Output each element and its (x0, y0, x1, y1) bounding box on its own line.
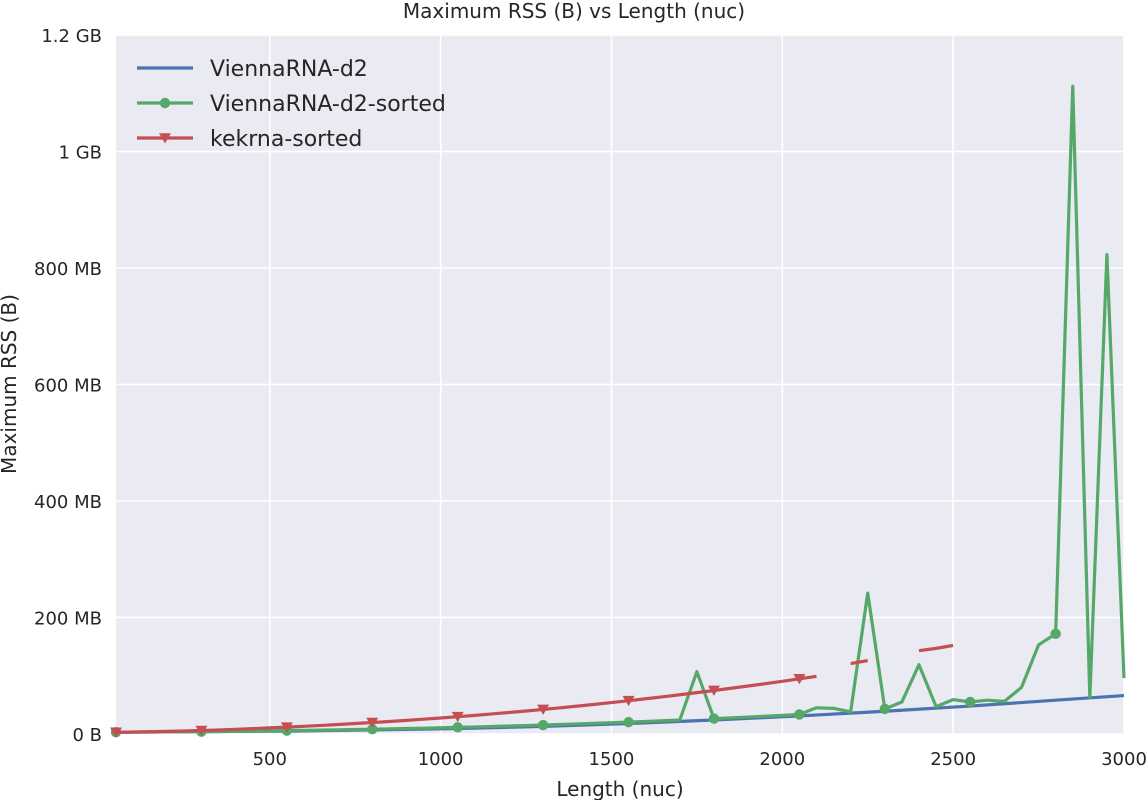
legend-marker (159, 133, 171, 144)
legend-label: ViennaRNA-d2 (210, 57, 368, 82)
data-point (623, 716, 634, 728)
x-axis-ticks: 500 1000 1500 2000 2500 3000 (253, 749, 1146, 770)
x-axis-label: Length (nuc) (556, 777, 683, 800)
data-point (707, 685, 720, 696)
series-line (115, 674, 817, 734)
data-point (195, 725, 208, 736)
x-tick-label: 500 (253, 749, 287, 770)
series-kekrna-sorted (110, 643, 954, 738)
legend-label: ViennaRNA-d2-sorted (210, 92, 446, 117)
data-point (280, 722, 293, 733)
legend-item: ViennaRNA-d2 (137, 57, 368, 82)
data-point (793, 674, 806, 685)
y-tick-label: 1.2 GB (41, 26, 102, 47)
legend: ViennaRNA-d2 ViennaRNA-d2-sorted kekrna-so… (137, 57, 446, 152)
x-tick-label: 2000 (759, 749, 805, 770)
data-point (708, 713, 720, 724)
y-tick-label: 600 MB (34, 376, 102, 397)
data-point (794, 709, 805, 720)
data-point (537, 704, 550, 715)
data-point (879, 703, 891, 715)
data-point (451, 711, 464, 723)
data-point (537, 719, 549, 731)
series-line (850, 659, 868, 666)
chart-title: Maximum RSS (B) vs Length (nuc) (403, 0, 745, 23)
data-point (367, 724, 378, 735)
data-point (1050, 628, 1061, 640)
y-tick-label: 800 MB (34, 259, 102, 280)
data-point (110, 727, 122, 738)
legend-item: ViennaRNA-d2-sorted (137, 92, 446, 117)
y-tick-label: 1 GB (59, 143, 102, 164)
y-axis-label: Maximum RSS (B) (0, 294, 21, 474)
data-point (452, 722, 463, 733)
y-tick-label: 200 MB (34, 609, 102, 630)
data-point (965, 696, 976, 708)
data-point (366, 717, 379, 728)
legend-label: kekrna-sorted (210, 127, 362, 152)
x-tick-label: 3000 (1101, 749, 1146, 770)
series-line (918, 643, 954, 653)
y-axis-ticks: 0 B 200 MB 400 MB 600 MB 800 MB 1 GB 1.2 GB (34, 26, 102, 746)
y-tick-label: 400 MB (34, 492, 102, 513)
x-tick-label: 2500 (930, 749, 976, 770)
data-point (622, 695, 635, 707)
x-tick-label: 1500 (589, 749, 635, 770)
legend-marker (159, 97, 171, 109)
x-tick-label: 1000 (418, 749, 464, 770)
series-layer (110, 84, 1126, 738)
grid-lines (116, 34, 1125, 735)
y-tick-label: 0 B (72, 725, 102, 746)
legend-item: kekrna-sorted (137, 127, 362, 152)
